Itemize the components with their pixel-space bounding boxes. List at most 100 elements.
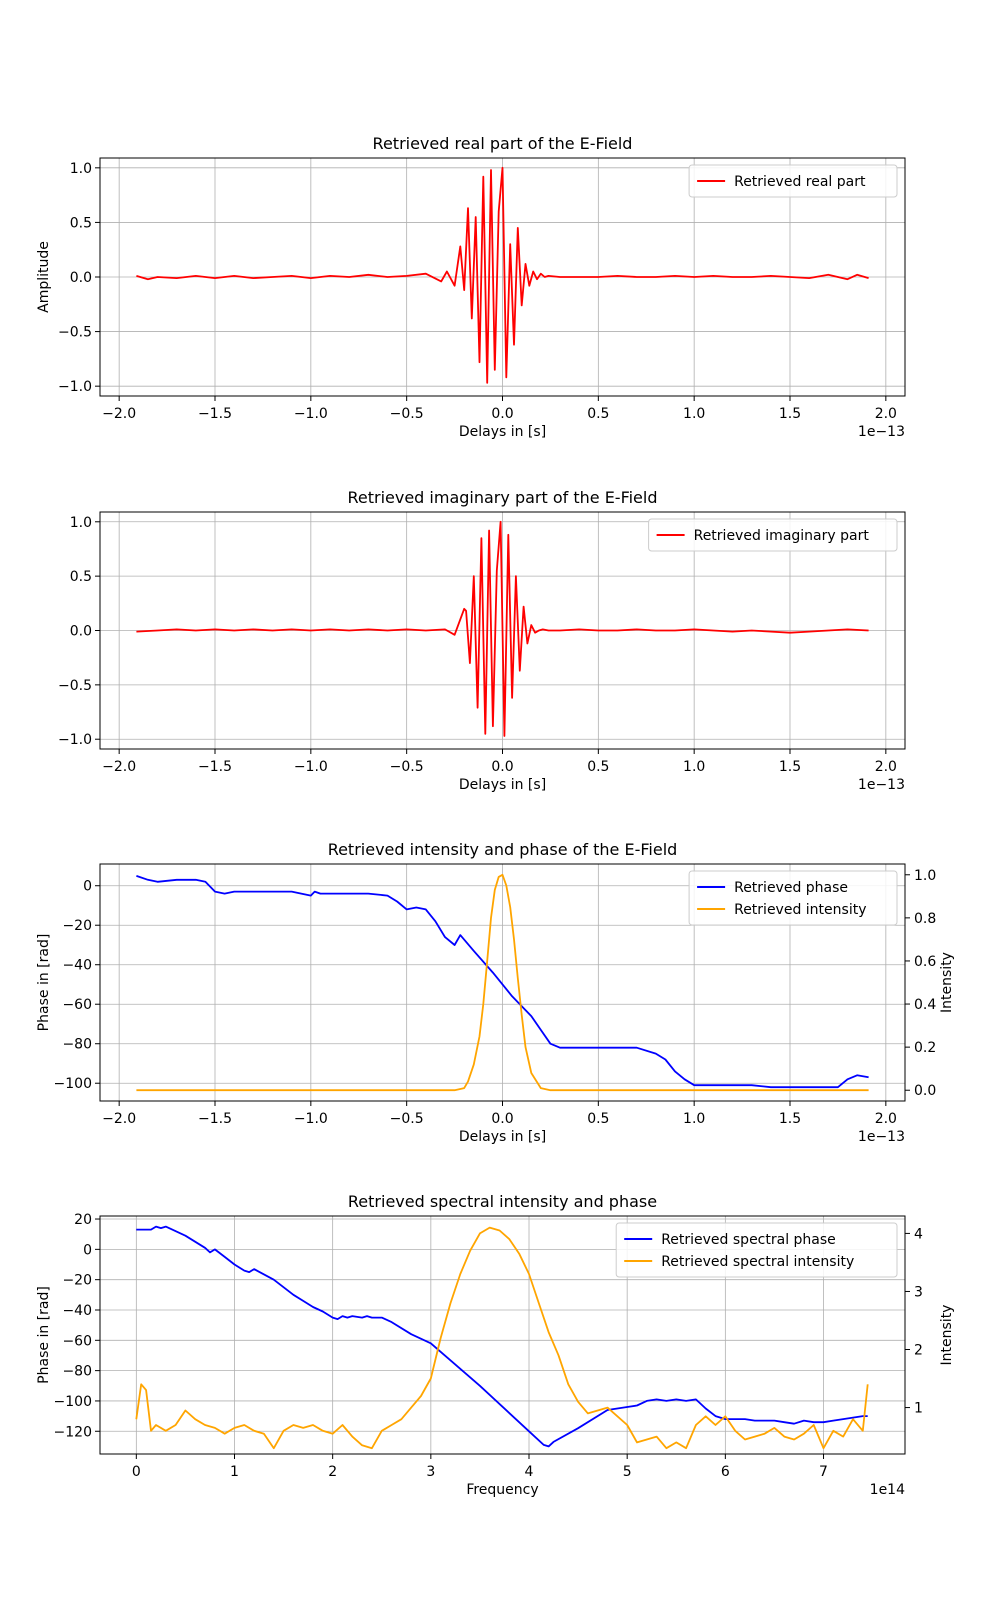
y-tick-label: −80 [62,1037,92,1053]
x-tick-label: 2.0 [875,759,897,775]
y-tick-label: −0.5 [58,325,92,341]
series-line-1 [136,875,869,1089]
x-tick-label: −1.0 [294,759,328,775]
x-tick-label: 7 [819,1464,828,1480]
y-tick-label: 1.0 [70,515,92,531]
y2-tick-label: 0.0 [914,1083,936,1099]
legend-label: Retrieved intensity [734,902,866,918]
series-line-2 [136,873,869,1092]
y-axis-label: Phase in [rad] [36,1286,52,1384]
x-tick-label: 1.0 [683,759,705,775]
x-tick-label: 1.5 [779,1111,801,1127]
y-tick-label: −1.0 [58,379,92,395]
y-tick-label: −60 [62,1333,92,1349]
series-line-2 [135,1226,869,1450]
y-tick-label: −100 [54,1076,92,1092]
x-tick-label: −2.0 [102,1111,136,1127]
legend-box [615,1222,898,1278]
x-tick-label: −1.5 [198,406,232,422]
chart-title: Retrieved imaginary part of the E-Field [347,488,657,507]
y-tick-label: −60 [62,997,92,1013]
y2-tick-label: 4 [914,1226,923,1242]
x-offset-label: 1e−13 [858,1129,905,1145]
y-tick-label: −80 [62,1364,92,1380]
y-tick-label: 0.0 [70,624,92,640]
x-axis-label: Delays in [s] [459,777,546,793]
y-tick-label: −1.0 [58,732,92,748]
legend: Retrieved phase Retrieved intensity [688,870,898,926]
x-offset-label: 1e−13 [858,777,905,793]
y-tick-label: −40 [62,1303,92,1319]
y2-tick-label: 3 [914,1284,923,1300]
x-tick-label: −0.5 [390,1111,424,1127]
y-tick-label: 0 [83,1242,92,1258]
x-tick-label: 4 [525,1464,534,1480]
chart-title: Retrieved intensity and phase of the E-F… [328,840,678,859]
x-tick-label: −1.0 [294,1111,328,1127]
x-axis-label: Delays in [s] [459,424,546,440]
legend: Retrieved imaginary part [648,518,898,552]
y-axis-label: Phase in [rad] [36,934,52,1032]
x-tick-label: 1.5 [779,406,801,422]
y2-axis-label: Intensity [939,1305,955,1366]
x-tick-label: 0.5 [587,1111,609,1127]
y-tick-label: 0.0 [70,270,92,286]
legend-label: Retrieved real part [734,174,866,190]
x-tick-label: 2.0 [875,1111,897,1127]
x-tick-label: 1 [230,1464,239,1480]
chart-title: Retrieved spectral intensity and phase [348,1192,657,1211]
chart-title: Retrieved real part of the E-Field [373,134,633,153]
y2-tick-label: 1 [914,1401,923,1417]
x-tick-label: 6 [721,1464,730,1480]
y2-tick-label: 0.2 [914,1040,936,1056]
y2-tick-label: 1.0 [914,868,936,884]
y-tick-label: −0.5 [58,678,92,694]
x-offset-label: 1e14 [870,1482,905,1498]
y2-tick-label: 2 [914,1343,923,1359]
x-tick-label: 0.0 [491,406,513,422]
chart-2: −2.0 −1.5 −1.0 −0.5 0.0 0.5 1.0 1.5 2.0 −1.0 −0.5 0… [58,488,906,793]
y2-axis-label: Intensity [939,952,955,1013]
x-tick-label: 1.0 [683,406,705,422]
legend-label: Retrieved phase [734,880,848,896]
chart-1: −2.0 −1.5 −1.0 −0.5 0.0 0.5 1.0 1.5 2.0 −1.0 −0.5 0… [36,134,906,440]
x-tick-label: −1.0 [294,406,328,422]
x-tick-label: 0.5 [587,406,609,422]
legend-box [648,518,898,552]
x-tick-label: 0 [132,1464,141,1480]
chart-3: −2.0 −1.5 −1.0 −0.5 0.0 0.5 1.0 1.5 2.0 −100 −80 −6… [36,840,955,1145]
x-tick-label: 2.0 [875,406,897,422]
x-axis-label: Frequency [466,1482,538,1498]
series-line-1 [136,166,869,384]
legend: Retrieved real part [688,164,898,198]
x-tick-label: 0.0 [491,1111,513,1127]
legend-label: Retrieved imaginary part [694,528,870,544]
plot-frame [99,1215,906,1455]
x-axis-label: Delays in [s] [459,1129,546,1145]
x-tick-label: −0.5 [390,759,424,775]
y-tick-label: 0 [83,879,92,895]
y-tick-label: 1.0 [70,161,92,177]
legend-label: Retrieved spectral phase [661,1232,836,1248]
y-tick-label: 0.5 [70,215,92,231]
legend-box [688,164,898,198]
x-tick-label: −1.5 [198,759,232,775]
x-tick-label: 1.5 [779,759,801,775]
y2-tick-label: 0.4 [914,997,936,1013]
y-tick-label: 0.5 [70,569,92,585]
x-tick-label: 3 [426,1464,435,1480]
series-line-1 [136,520,869,737]
y-tick-label: −120 [54,1424,92,1440]
y-tick-label: −20 [62,918,92,934]
x-tick-label: 5 [623,1464,632,1480]
x-tick-label: −1.5 [198,1111,232,1127]
y-tick-label: 20 [74,1212,92,1228]
y2-tick-label: 0.6 [914,954,936,970]
legend-label: Retrieved spectral intensity [661,1254,854,1270]
x-tick-label: −2.0 [102,406,136,422]
y-tick-label: −100 [54,1394,92,1410]
y2-tick-label: 0.8 [914,911,936,927]
legend: Retrieved spectral phase Retrieved spectr… [615,1222,898,1278]
x-tick-label: 0.0 [491,759,513,775]
